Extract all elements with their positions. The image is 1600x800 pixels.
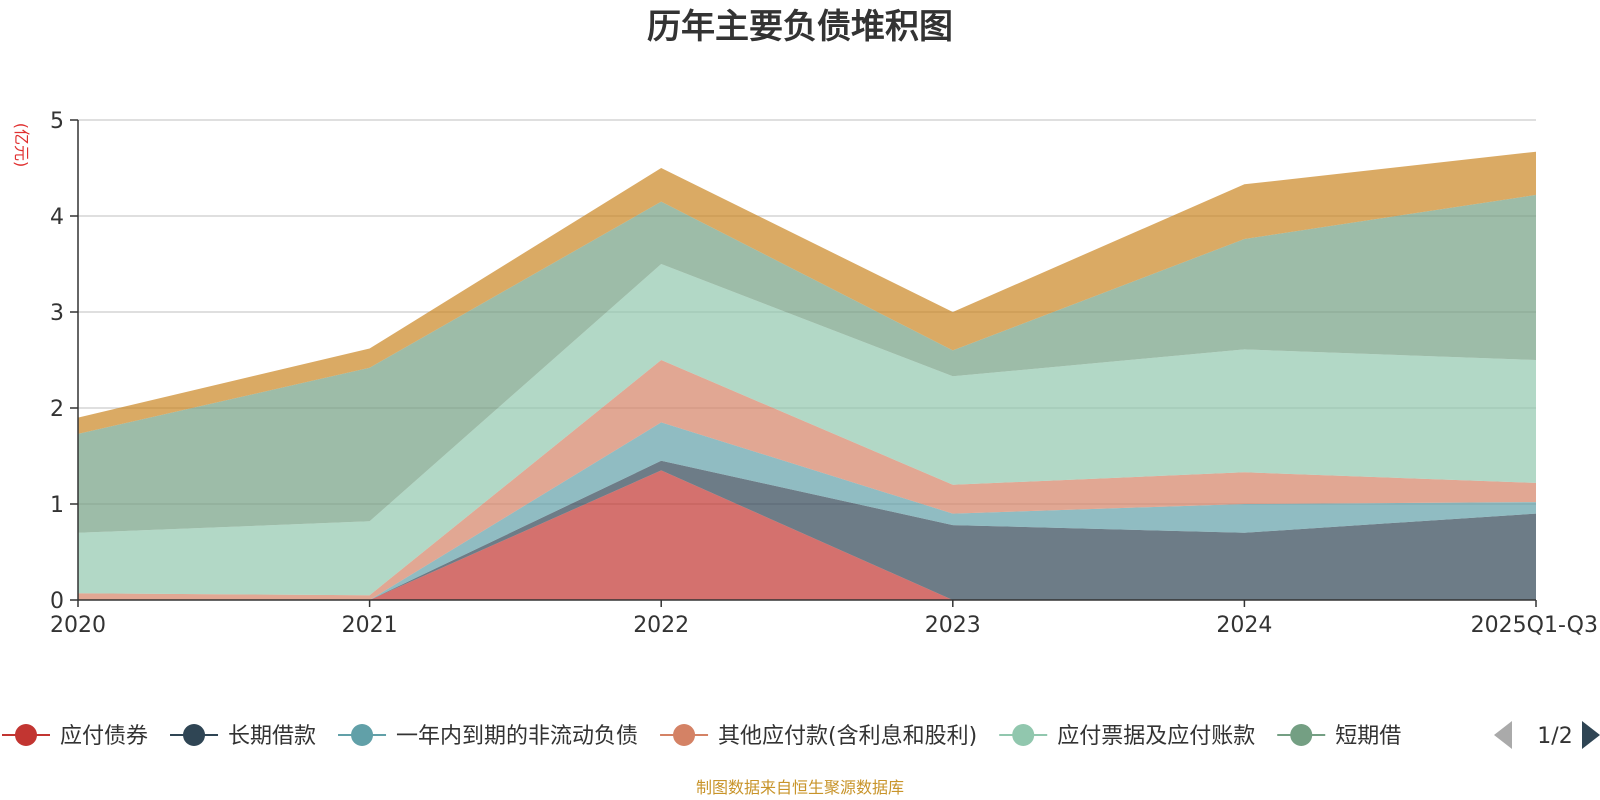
legend: 应付债券 长期借款 一年内到期的非流动负债 其他应付款(含利息和股利) 应付票据及应付账…	[2, 721, 1600, 749]
area-series-3	[78, 422, 1536, 600]
legend-label: 短期借	[1335, 724, 1401, 749]
y-tick-label: 4	[50, 205, 64, 230]
legend-prev-page-icon[interactable]	[1494, 721, 1512, 749]
legend-item[interactable]: 应付债券	[2, 724, 148, 749]
legend-label: 一年内到期的非流动负债	[396, 724, 638, 749]
y-axis-label: (亿元)	[12, 123, 31, 168]
source-note: 制图数据来自恒生聚源数据库	[696, 778, 904, 797]
area-series-4	[78, 360, 1536, 600]
area-series-1	[78, 470, 1536, 600]
y-tick-label: 1	[50, 493, 64, 518]
x-tick-label: 2022	[633, 613, 689, 638]
legend-next-page-icon[interactable]	[1582, 721, 1600, 749]
legend-marker-icon	[673, 724, 696, 746]
legend-item[interactable]: 短期借	[1277, 724, 1401, 749]
y-tick-label: 0	[50, 589, 64, 614]
legend-label: 其他应付款(含利息和股利)	[718, 724, 977, 749]
area-series-7	[78, 151, 1536, 434]
legend-marker-icon	[183, 724, 206, 746]
legend-page-indicator: 1/2	[1537, 724, 1572, 749]
y-tick-label: 2	[50, 397, 64, 422]
x-tick-label: 2020	[50, 613, 106, 638]
area-series	[78, 151, 1536, 600]
legend-marker-icon	[1012, 724, 1035, 746]
legend-item[interactable]: 一年内到期的非流动负债	[338, 724, 638, 749]
legend-label: 长期借款	[228, 724, 316, 749]
legend-marker-icon	[15, 724, 37, 746]
legend-marker-icon	[351, 724, 374, 746]
legend-label: 应付票据及应付账款	[1057, 724, 1255, 749]
x-tick-label: 2023	[925, 613, 981, 638]
legend-label: 应付债券	[60, 724, 148, 749]
legend-item[interactable]: 应付票据及应付账款	[999, 724, 1255, 749]
area-series-6	[78, 194, 1536, 533]
x-tick-label: 2021	[342, 613, 398, 638]
x-tick-label: 2025Q1-Q3	[1471, 613, 1598, 638]
axes: 0 1 2 3 4 5 2020 2021 2022 2023 2024 2025Q1-Q3	[50, 109, 1598, 638]
x-tick-label: 2024	[1216, 613, 1272, 638]
chart-title: 历年主要负债堆积图	[647, 7, 953, 47]
legend-item[interactable]: 其他应付款(含利息和股利)	[660, 724, 977, 749]
legend-marker-icon	[1290, 724, 1313, 746]
area-series-2	[78, 460, 1536, 600]
y-tick-label: 3	[50, 301, 64, 326]
y-tick-label: 5	[50, 109, 64, 134]
legend-item[interactable]: 长期借款	[170, 724, 316, 749]
area-series-5	[78, 264, 1536, 596]
